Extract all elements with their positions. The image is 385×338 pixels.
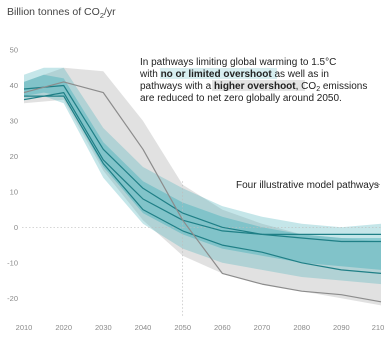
x-tick-label: 2090 <box>333 323 350 332</box>
y-tick-label: 50 <box>10 46 18 55</box>
x-tick-labels: 2010 2020 2030 2040 2050 2060 2070 2080 2090 210 <box>16 323 385 332</box>
annotation: In pathways limiting global warming to 1… <box>139 57 367 104</box>
x-tick-label: 2070 <box>254 323 271 332</box>
x-tick-label: 2030 <box>95 323 112 332</box>
x-tick-label: 2050 <box>174 323 191 332</box>
higher-overshoot-highlight <box>212 80 305 91</box>
y-tick-label: 10 <box>10 187 18 196</box>
x-tick-label: 210 <box>372 323 385 332</box>
y-tick-label: -20 <box>7 294 18 303</box>
x-tick-label: 2040 <box>135 323 152 332</box>
band-no-overshoot-1 <box>24 67 381 285</box>
y-axis-title: Billion tonnes of CO2/yr <box>7 6 116 20</box>
y-tick-label: 0 <box>14 223 18 232</box>
y-tick-label: 30 <box>10 116 18 125</box>
y-tick-label: 40 <box>10 81 18 90</box>
reference-lines <box>22 181 381 316</box>
annotation-line-2: with no or limited overshoot as well as … <box>139 69 329 80</box>
pathway-line-4 <box>23 81 382 303</box>
illustrative-pathway-lines <box>23 81 382 303</box>
annotation-line-4: are reduced to net zero globally around … <box>140 93 342 104</box>
no-overshoot-highlight <box>160 68 277 79</box>
x-tick-label: 2080 <box>293 323 310 332</box>
annotation-line-3: pathways with a higher overshoot, CO2 em… <box>140 81 367 93</box>
pathway-line-2 <box>23 91 381 235</box>
y-tick-label: -10 <box>7 258 18 267</box>
band-no-overshoot-2 <box>24 74 381 270</box>
annotation-line-1: In pathways limiting global warming to 1… <box>140 57 336 68</box>
y-tick-label: 20 <box>10 152 18 161</box>
pathways-label: Four illustrative model pathways <box>236 180 379 191</box>
pathway-bands <box>24 67 381 306</box>
x-tick-label: 2060 <box>214 323 231 332</box>
pathway-line-3 <box>24 95 382 274</box>
y-tick-labels: 50 40 30 20 10 0 -10 -20 <box>7 46 18 303</box>
pathway-line-1 <box>23 84 381 243</box>
x-tick-label: 2010 <box>16 323 33 332</box>
x-tick-label: 2020 <box>55 323 72 332</box>
